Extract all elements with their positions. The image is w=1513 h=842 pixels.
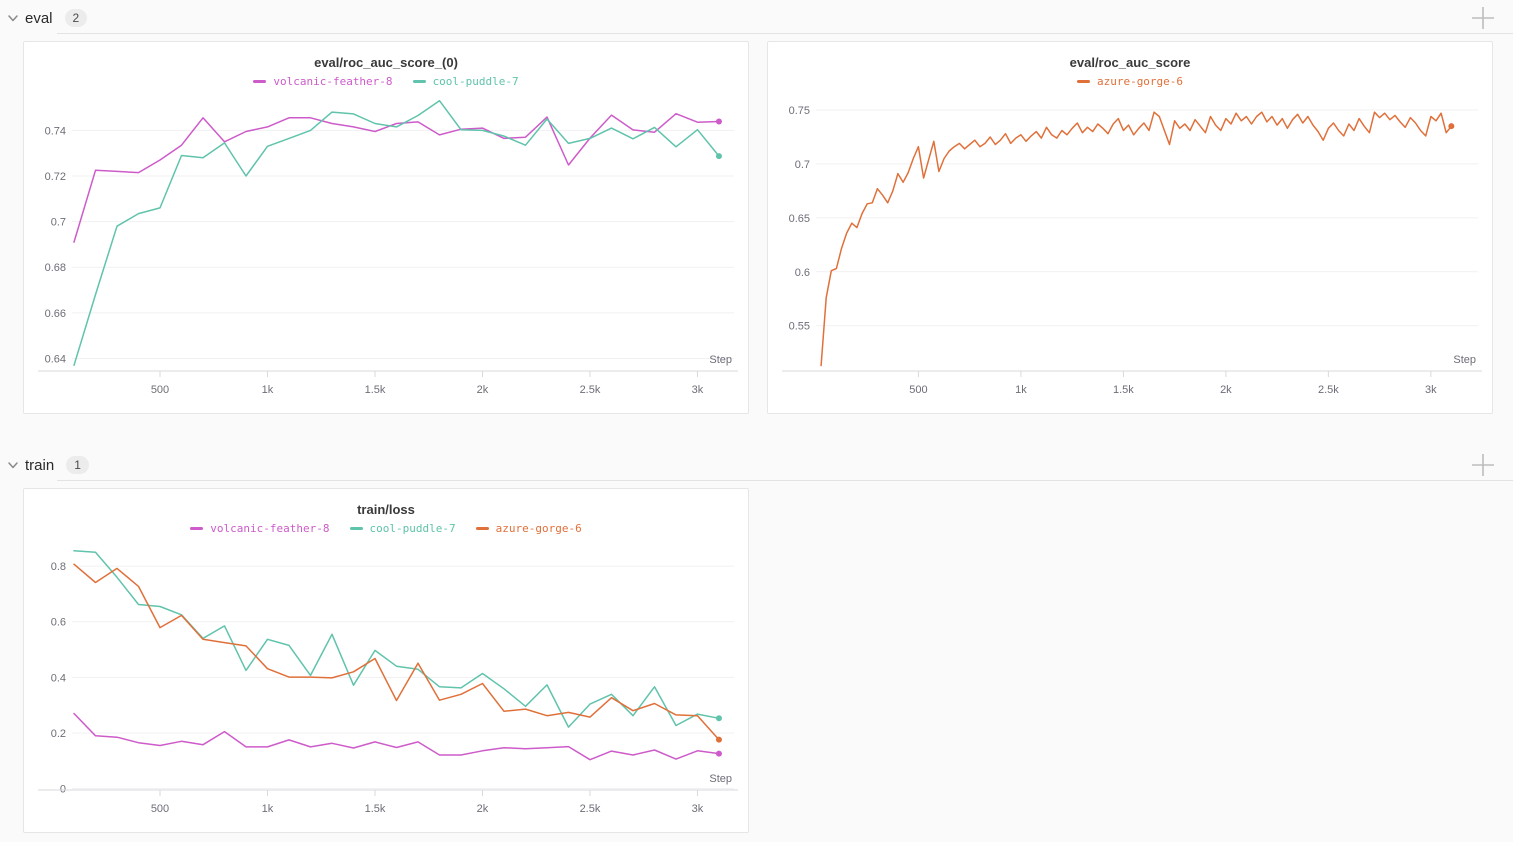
svg-text:500: 500: [909, 384, 927, 396]
section-title[interactable]: eval: [25, 9, 53, 27]
chevron-down-icon[interactable]: [6, 458, 20, 472]
legend-swatch: [190, 526, 204, 530]
svg-text:3k: 3k: [692, 384, 704, 396]
chart-legend: volcanic-feather-8 cool-puddle-7: [24, 73, 748, 89]
svg-text:500: 500: [151, 803, 169, 815]
svg-text:1k: 1k: [262, 803, 274, 815]
legend-item-cool-puddle-7[interactable]: cool-puddle-7: [412, 74, 519, 88]
add-panel-icon[interactable]: [1469, 451, 1497, 479]
legend-label: volcanic-feather-8: [273, 74, 393, 88]
section-eval-header: eval 2: [0, 2, 1513, 34]
line-chart[interactable]: 0.55 0.6 0.65 0.7 0.75 500 1k 1.5k 2k 2.5k 3k Step: [768, 93, 1492, 413]
svg-text:Step: Step: [709, 354, 732, 366]
legend-item-volcanic-feather-8[interactable]: volcanic-feather-8: [190, 521, 330, 535]
legend-item-cool-puddle-7[interactable]: cool-puddle-7: [349, 521, 456, 535]
svg-text:2k: 2k: [1220, 384, 1232, 396]
legend-item-azure-gorge-6[interactable]: azure-gorge-6: [1076, 74, 1184, 88]
svg-text:2.5k: 2.5k: [1318, 384, 1339, 396]
eval-panel-row: eval/roc_auc_score_(0) volcanic-feather-…: [23, 41, 1513, 414]
svg-text:1k: 1k: [262, 384, 274, 396]
legend-item-volcanic-feather-8[interactable]: volcanic-feather-8: [253, 74, 393, 88]
legend-swatch: [349, 526, 363, 530]
svg-text:1.5k: 1.5k: [1113, 384, 1134, 396]
section-title[interactable]: train: [25, 456, 55, 474]
svg-text:0.2: 0.2: [51, 728, 66, 740]
legend-swatch: [475, 526, 489, 530]
svg-text:3k: 3k: [1425, 384, 1437, 396]
svg-text:500: 500: [151, 384, 169, 396]
svg-text:3k: 3k: [692, 803, 704, 815]
svg-text:1.5k: 1.5k: [365, 384, 386, 396]
svg-text:0.72: 0.72: [45, 171, 66, 183]
svg-text:0.7: 0.7: [795, 159, 810, 171]
chart-legend: azure-gorge-6: [768, 73, 1492, 89]
svg-text:0.65: 0.65: [789, 213, 810, 225]
svg-text:0.75: 0.75: [789, 105, 810, 117]
svg-text:2k: 2k: [477, 803, 489, 815]
chevron-down-icon[interactable]: [6, 11, 20, 25]
legend-swatch: [253, 79, 267, 83]
svg-text:Step: Step: [709, 773, 732, 785]
svg-text:0.55: 0.55: [789, 321, 810, 333]
svg-text:2.5k: 2.5k: [580, 803, 601, 815]
svg-text:0.8: 0.8: [51, 561, 66, 573]
svg-text:0.74: 0.74: [45, 125, 66, 137]
chart-title: eval/roc_auc_score: [1069, 55, 1191, 70]
legend-label: cool-puddle-7: [432, 74, 519, 88]
chart-title: train/loss: [357, 502, 415, 517]
legend-swatch: [412, 79, 426, 83]
svg-text:2.5k: 2.5k: [580, 384, 601, 396]
train-panel-row: train/loss volcanic-feather-8 cool-puddle…: [23, 488, 1513, 833]
legend-label: volcanic-feather-8: [210, 521, 330, 535]
panel-count-badge: 1: [66, 456, 89, 474]
chart-panel-roc-auc-score-0[interactable]: eval/roc_auc_score_(0) volcanic-feather-…: [23, 41, 749, 414]
legend-item-azure-gorge-6[interactable]: azure-gorge-6: [475, 521, 582, 535]
section-train-header: train 1: [0, 449, 1513, 481]
add-panel-icon[interactable]: [1469, 4, 1497, 32]
legend-label: cool-puddle-7: [369, 521, 456, 535]
svg-text:0.64: 0.64: [45, 353, 66, 365]
section-eval: eval 2 eval/roc_auc_score_(0) volcanic-f…: [0, 2, 1513, 414]
chart-title: eval/roc_auc_score_(0): [314, 55, 458, 70]
svg-text:0.68: 0.68: [45, 262, 66, 274]
chart-legend: volcanic-feather-8 cool-puddle-7 azure-gor…: [24, 520, 748, 536]
svg-text:1k: 1k: [1015, 384, 1027, 396]
svg-text:2k: 2k: [477, 384, 489, 396]
svg-text:0.66: 0.66: [45, 308, 66, 320]
svg-text:0.6: 0.6: [795, 267, 810, 279]
legend-swatch: [1076, 79, 1090, 83]
section-train: train 1 train/loss volcanic-feather-8 coo…: [0, 449, 1513, 833]
line-chart[interactable]: 0.64 0.66 0.68 0.7 0.72 0.74 500 1k 1.5k 2k 2.5k 3k…: [24, 93, 748, 413]
svg-text:0.4: 0.4: [51, 672, 66, 684]
panel-count-badge: 2: [64, 9, 88, 27]
chart-panel-train-loss[interactable]: train/loss volcanic-feather-8 cool-puddle…: [23, 488, 749, 833]
legend-label: azure-gorge-6: [1096, 74, 1184, 88]
svg-text:0.7: 0.7: [51, 217, 66, 229]
chart-panel-roc-auc-score[interactable]: eval/roc_auc_score azure-gorge-6 0.55 0.6…: [767, 41, 1493, 414]
legend-label: azure-gorge-6: [495, 521, 582, 535]
svg-text:1.5k: 1.5k: [365, 803, 386, 815]
svg-text:0.6: 0.6: [51, 617, 66, 629]
svg-text:Step: Step: [1453, 354, 1476, 366]
